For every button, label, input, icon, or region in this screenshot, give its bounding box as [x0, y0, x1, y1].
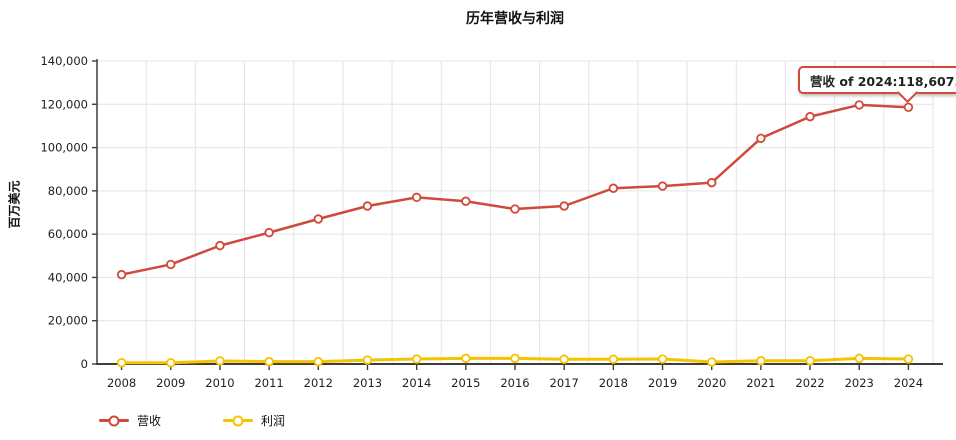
revenue-point[interactable] — [707, 177, 717, 188]
x-tick-label: 2018 — [599, 376, 628, 390]
x-tick-label: 2008 — [107, 376, 136, 390]
y-tick-label: 80,000 — [48, 184, 88, 198]
legend-item-profit[interactable]: 利润 — [223, 412, 285, 429]
revenue-point[interactable] — [411, 192, 422, 203]
revenue-marker-icon — [108, 415, 120, 426]
y-tick-label: 60,000 — [48, 227, 88, 241]
revenue-series-icon — [99, 415, 129, 426]
revenue-point[interactable] — [854, 100, 864, 110]
profit-point[interactable] — [313, 356, 323, 367]
y-tick-label: 40,000 — [48, 270, 88, 284]
x-tick-label: 2016 — [500, 376, 529, 390]
revenue-point[interactable] — [510, 204, 520, 214]
revenue-point[interactable] — [461, 196, 471, 206]
x-tick-label: 2010 — [205, 376, 234, 390]
legend: 营收 利润 — [99, 412, 285, 429]
profit-point[interactable] — [608, 354, 619, 364]
revenue-point[interactable] — [264, 227, 274, 238]
profit-point[interactable] — [805, 356, 815, 366]
y-tick-label: 100,000 — [40, 141, 88, 155]
tooltip: 营收 of 2024:118,607.5 — [798, 66, 956, 104]
profit-series-icon — [223, 415, 254, 426]
x-tick-label: 2024 — [894, 376, 923, 390]
x-tick-label: 2015 — [451, 376, 480, 390]
profit-point[interactable] — [510, 353, 520, 364]
y-tick-label: 120,000 — [40, 97, 88, 111]
x-tick-label: 2013 — [353, 376, 382, 390]
revenue-point[interactable] — [166, 259, 176, 270]
y-tick-label: 140,000 — [40, 54, 88, 68]
profit-point[interactable] — [657, 354, 668, 364]
profit-point[interactable] — [461, 353, 471, 364]
profit-point[interactable] — [362, 355, 373, 365]
profit-point[interactable] — [559, 354, 569, 364]
y-tick-label: 20,000 — [48, 314, 88, 328]
revenue-point[interactable] — [805, 111, 815, 122]
profit-point[interactable] — [215, 356, 225, 366]
x-tick-label: 2012 — [304, 376, 333, 390]
revenue-point[interactable] — [903, 102, 914, 112]
x-tick-label: 2022 — [795, 376, 824, 390]
revenue-point[interactable] — [657, 181, 668, 191]
revenue-line — [120, 103, 910, 276]
revenue-point[interactable] — [559, 201, 569, 211]
profit-point[interactable] — [903, 354, 914, 364]
profit-point[interactable] — [264, 356, 274, 367]
chart-title: 历年营收与利润 — [466, 11, 564, 27]
profit-point[interactable] — [166, 358, 176, 368]
revenue-point[interactable] — [215, 240, 225, 251]
revenue-point[interactable] — [608, 183, 619, 193]
tooltip-text: 营收 of 2024:118,607.5 — [810, 73, 956, 89]
revenue-point[interactable] — [362, 201, 373, 211]
profit-point[interactable] — [707, 357, 717, 367]
legend-label-profit: 利润 — [261, 414, 286, 428]
profit-point[interactable] — [854, 353, 864, 364]
x-tick-label: 2020 — [697, 376, 726, 390]
revenue-point[interactable] — [756, 133, 766, 143]
profit-marker-icon — [232, 415, 244, 426]
x-tick-label: 2014 — [402, 376, 431, 390]
profit-point[interactable] — [756, 356, 766, 366]
x-tick-label: 2009 — [156, 376, 185, 390]
x-tick-label: 2017 — [550, 376, 579, 390]
profit-point[interactable] — [411, 354, 422, 364]
legend-label-revenue: 营收 — [137, 414, 162, 428]
x-tick-label: 2011 — [254, 376, 283, 390]
legend-item-revenue[interactable]: 营收 — [99, 412, 161, 429]
y-tick-label: 0 — [81, 357, 88, 371]
profit-point[interactable] — [116, 358, 127, 368]
revenue-point[interactable] — [313, 214, 323, 224]
x-tick-label: 2019 — [648, 376, 677, 390]
revenue-point[interactable] — [116, 269, 127, 280]
x-tick-label: 2023 — [845, 376, 874, 390]
x-tick-label: 2021 — [746, 376, 775, 390]
